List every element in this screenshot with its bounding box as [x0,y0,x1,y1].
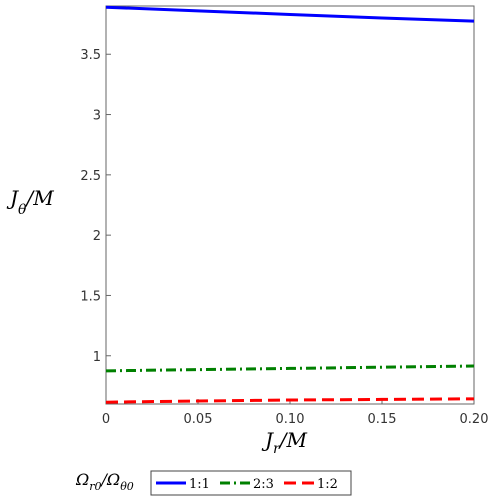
y-axis: 1 1.5 2 2.5 3 3.5 [80,48,111,365]
y-tick-label: 2.5 [80,169,101,184]
y-tick-label: 3 [93,109,101,124]
legend-box [150,470,352,496]
y-axis-title: Jθ/M [6,186,54,218]
x-tick-label: 0.20 [460,412,489,427]
series-line-3 [105,397,475,404]
legend-label: 2:3 [253,477,274,492]
x-tick-label: 0.10 [276,412,305,427]
y-tick-label: 1 [93,350,101,365]
y-tick-label: 1.5 [80,289,101,304]
x-tick-label: 0.05 [184,412,213,427]
legend-label: 1:2 [317,477,338,492]
plot-frame [105,5,475,405]
series-line-1 [105,5,475,23]
x-tick-label: 0 [102,412,110,427]
legend: 1:1 2:3 1:2 [156,477,338,492]
y-tick-label: 3.5 [80,48,101,63]
y-tick-label: 2 [93,229,101,244]
plot-area [105,5,475,404]
x-tick-label: 0.15 [368,412,397,427]
x-axis-title: Jr/M [261,428,307,457]
x-axis: 0 0.05 0.10 0.15 0.20 [102,399,489,427]
legend-label: 1:1 [189,477,210,492]
legend-title: Ωr0/Ωθ0 [75,470,134,493]
series-line-2 [105,364,475,373]
